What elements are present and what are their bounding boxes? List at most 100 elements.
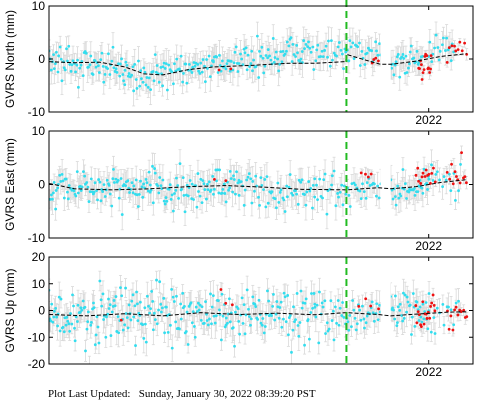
data-point xyxy=(229,59,233,63)
data-point xyxy=(93,181,97,185)
data-point xyxy=(224,323,228,327)
data-point xyxy=(315,183,318,187)
data-point xyxy=(140,185,144,189)
data-point xyxy=(335,54,338,58)
data-point xyxy=(363,326,366,330)
data-point xyxy=(195,310,199,313)
data-point xyxy=(76,58,79,62)
rapid-point xyxy=(416,310,420,314)
data-point xyxy=(378,303,382,307)
data-point xyxy=(444,178,448,182)
data-point xyxy=(295,292,299,295)
data-point xyxy=(239,180,243,184)
data-point xyxy=(160,306,164,310)
data-point xyxy=(172,300,176,303)
plot-area xyxy=(49,131,468,238)
data-point xyxy=(252,58,256,62)
data-point xyxy=(153,171,157,175)
data-point xyxy=(420,320,424,324)
data-point xyxy=(202,321,206,325)
data-point xyxy=(373,182,376,186)
data-point xyxy=(130,181,134,185)
data-point xyxy=(420,186,424,190)
data-point xyxy=(349,45,353,49)
data-point xyxy=(71,59,75,63)
data-point xyxy=(169,323,172,327)
data-point xyxy=(260,45,264,49)
data-point xyxy=(182,194,186,197)
y-tick-label: -10 xyxy=(28,330,46,344)
data-point xyxy=(236,307,240,310)
data-point xyxy=(112,168,115,171)
data-points xyxy=(49,278,469,354)
data-point xyxy=(324,332,327,335)
data-point xyxy=(170,193,174,197)
data-point xyxy=(228,169,232,173)
data-point xyxy=(132,184,136,188)
data-point xyxy=(303,47,306,51)
data-point xyxy=(239,52,242,56)
data-point xyxy=(191,310,195,314)
rapid-point xyxy=(465,181,468,185)
rapid-point xyxy=(419,182,423,185)
data-point xyxy=(216,71,220,74)
trend-line xyxy=(49,53,467,76)
data-point xyxy=(413,324,417,328)
data-point xyxy=(323,299,327,303)
data-point xyxy=(277,201,281,204)
data-point xyxy=(161,178,165,182)
data-point xyxy=(260,183,264,187)
data-point xyxy=(234,192,237,196)
data-point xyxy=(220,59,224,63)
data-point xyxy=(283,210,287,213)
rapid-point xyxy=(427,172,431,176)
data-point xyxy=(102,80,106,84)
data-point xyxy=(166,330,170,334)
data-point xyxy=(228,186,232,190)
data-point xyxy=(366,46,370,50)
data-point xyxy=(393,317,397,321)
rapid-point xyxy=(369,172,373,176)
data-point xyxy=(224,200,228,204)
data-point xyxy=(407,190,411,194)
data-point xyxy=(103,73,107,76)
y-tick-label: 0 xyxy=(38,178,45,192)
x-tick-label: 2022 xyxy=(415,239,442,253)
data-point xyxy=(64,323,68,327)
data-point xyxy=(371,311,375,315)
data-point xyxy=(433,332,437,335)
data-point xyxy=(131,65,135,69)
data-point xyxy=(275,206,278,210)
data-point xyxy=(396,53,400,56)
data-point xyxy=(240,57,244,61)
data-point xyxy=(334,204,338,208)
data-point xyxy=(254,65,258,68)
data-point xyxy=(205,312,208,316)
data-point xyxy=(182,72,185,75)
data-point xyxy=(50,193,53,197)
data-point xyxy=(292,53,296,56)
data-point xyxy=(358,308,362,312)
data-point xyxy=(285,184,289,188)
y-axis-label: GVRS North (mm) xyxy=(3,10,17,108)
data-point xyxy=(120,57,123,61)
rapid-point xyxy=(229,67,233,71)
data-point xyxy=(183,210,187,214)
data-point xyxy=(159,310,163,314)
data-point xyxy=(325,321,329,325)
footer-label: Plot Last Updated: xyxy=(48,388,131,400)
data-point xyxy=(76,303,80,307)
data-point xyxy=(267,299,271,303)
rapid-point xyxy=(425,317,429,320)
data-point xyxy=(67,184,71,187)
data-point xyxy=(89,177,93,181)
rapid-point xyxy=(453,308,456,312)
data-point xyxy=(298,59,302,63)
rapid-point xyxy=(433,309,437,313)
data-point xyxy=(332,169,336,173)
data-point xyxy=(207,54,211,58)
data-point xyxy=(220,292,224,296)
data-point xyxy=(454,198,457,202)
data-point xyxy=(96,198,99,202)
data-point xyxy=(340,314,344,317)
